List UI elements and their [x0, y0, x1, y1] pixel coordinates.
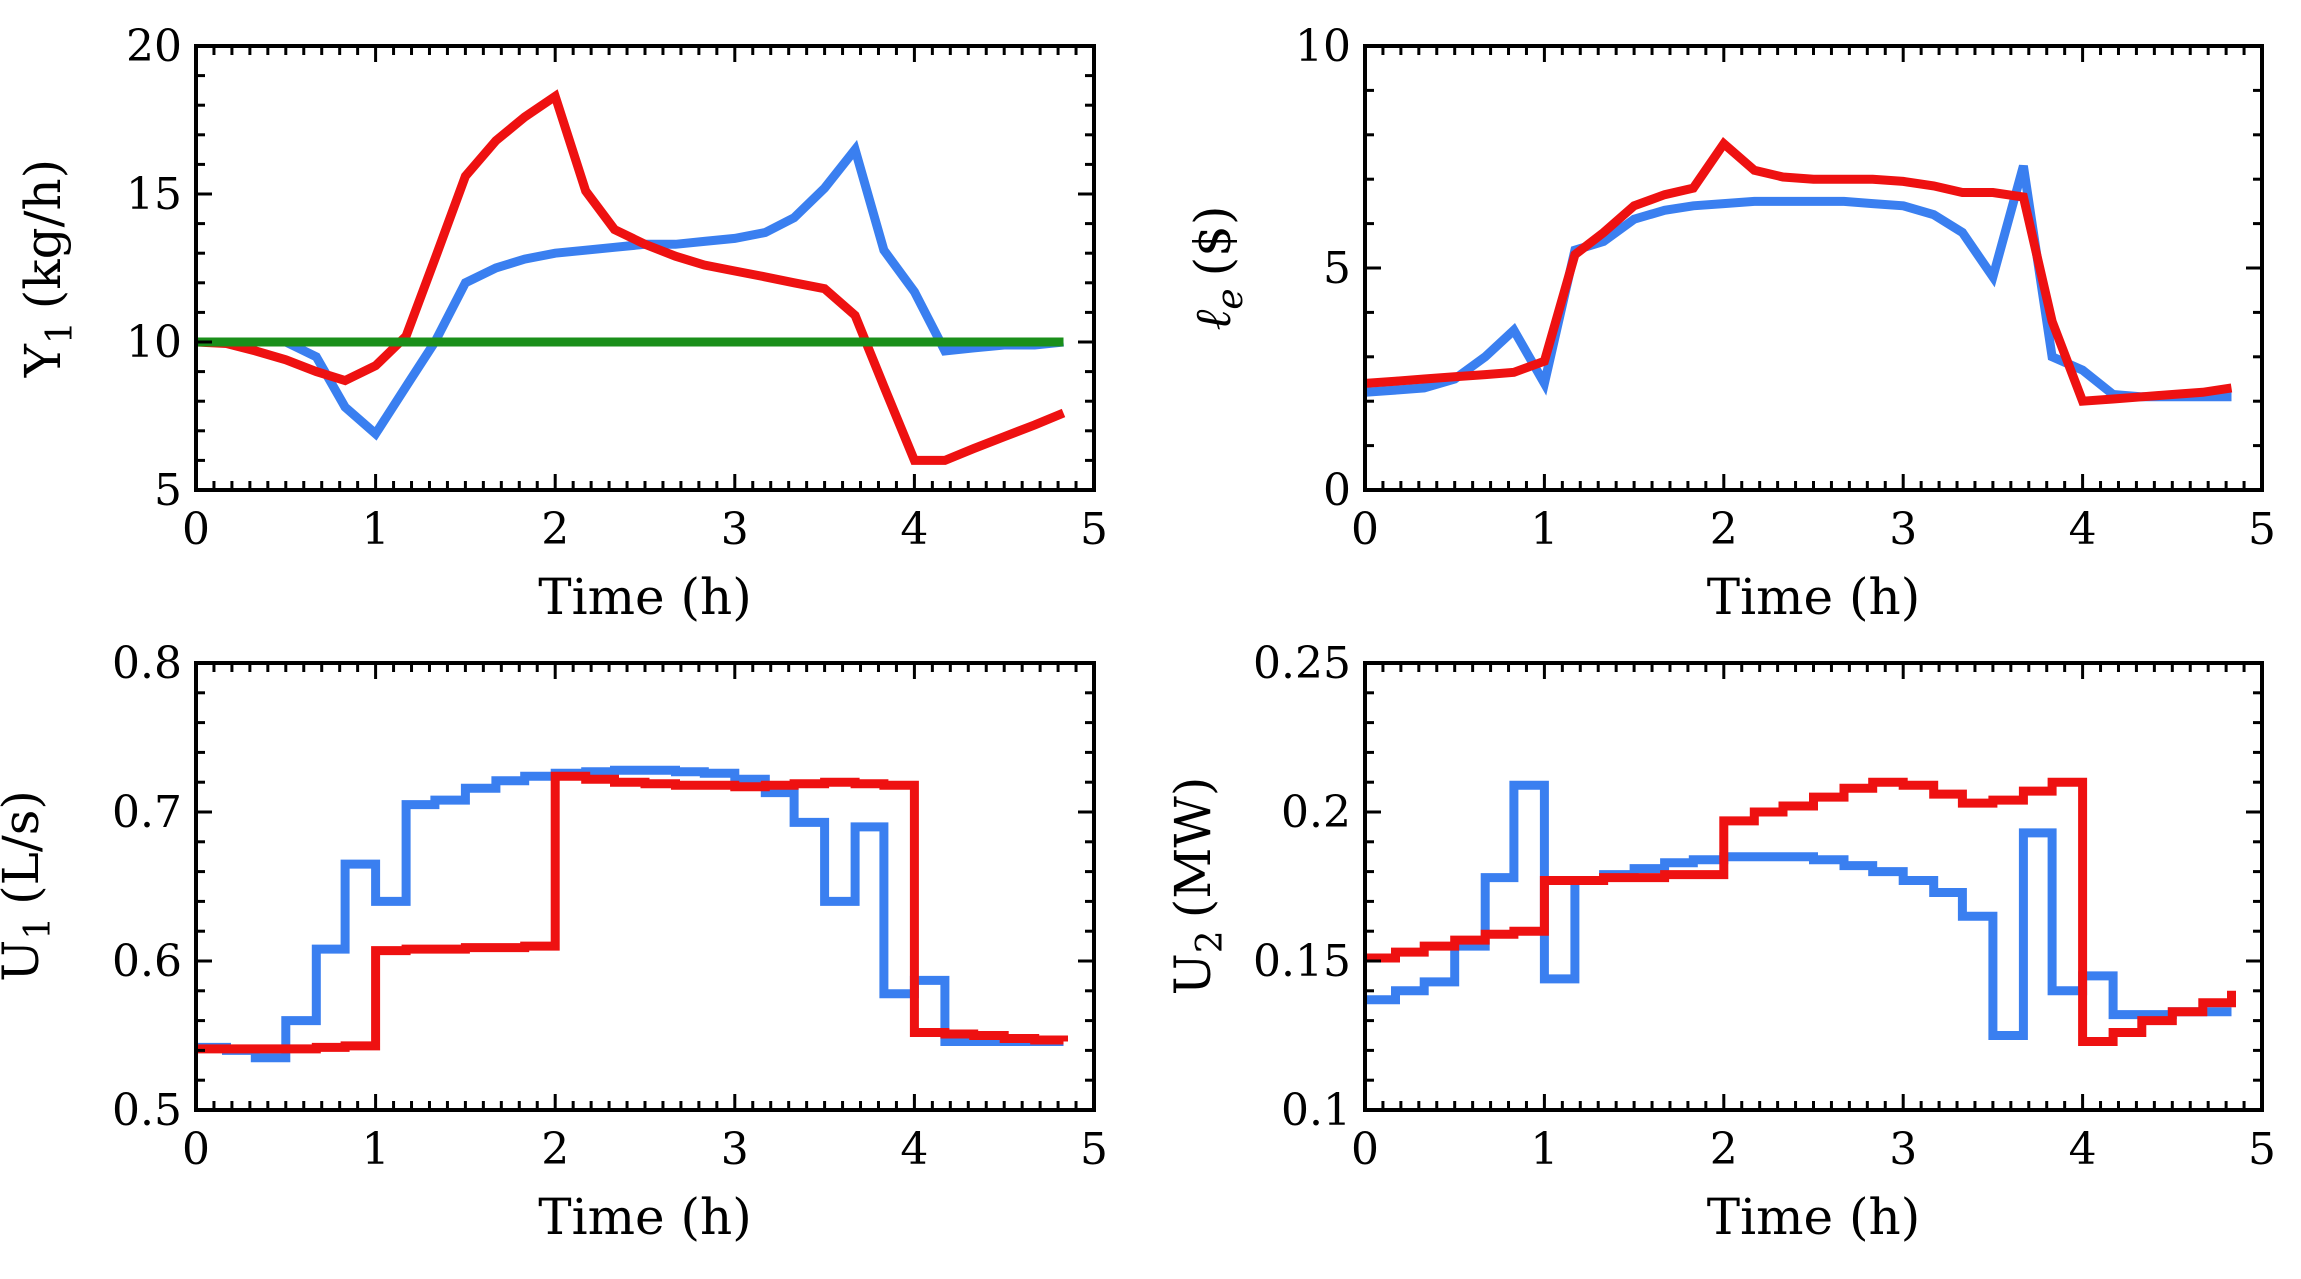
- x-axis-label: Time (h): [538, 1188, 751, 1246]
- y-axis-label-subscript: 1: [18, 917, 59, 940]
- x-tick-label: 3: [1889, 504, 1917, 555]
- x-tick-label: 5: [1080, 1124, 1108, 1175]
- x-tick-label: 1: [362, 504, 390, 555]
- x-tick-label: 5: [1080, 504, 1108, 555]
- y-axis-label: Y1 (kg/h): [14, 159, 81, 378]
- y-tick-label: 0: [1323, 465, 1351, 516]
- y-tick-label: 15: [126, 169, 182, 220]
- y-tick-label: 0.5: [112, 1085, 182, 1136]
- x-tick-label: 3: [721, 1124, 749, 1175]
- x-tick-label: 2: [541, 1124, 569, 1175]
- y-axis-label-symbol: U: [0, 940, 50, 982]
- x-tick-label: 0: [1351, 1124, 1379, 1175]
- x-tick-label: 5: [2248, 1124, 2276, 1175]
- x-tick-label: 3: [721, 504, 749, 555]
- x-tick-label: 4: [900, 1124, 928, 1175]
- series-blue-line: [1365, 164, 2232, 402]
- y-axis-label-symbol: ℓ: [1184, 309, 1242, 330]
- series-blue-line: [1365, 780, 2232, 1040]
- y-axis-label: U1 (L/s): [0, 790, 59, 982]
- x-tick-label: 2: [1710, 504, 1738, 555]
- y-tick-label: 10: [1295, 21, 1351, 72]
- y-axis-label-unit: ($): [1184, 206, 1242, 277]
- x-tick-label: 2: [1710, 1124, 1738, 1175]
- y-axis-label-unit: (L/s): [0, 790, 50, 905]
- series-blue-line: [196, 139, 1064, 441]
- y-tick-label: 5: [1323, 243, 1351, 294]
- x-tick-label: 1: [1530, 504, 1558, 555]
- chart-le: 0 1 2 3 4 5 0 5 10 Time (h) ℓe ($): [1184, 21, 2276, 626]
- x-tick-label: 0: [182, 1124, 210, 1175]
- x-tick-label: 1: [1530, 1124, 1558, 1175]
- y-tick-label: 20: [126, 21, 182, 72]
- series-red-line: [196, 771, 1068, 1054]
- x-tick-label: 0: [1351, 504, 1379, 555]
- x-tick-label: 1: [362, 1124, 390, 1175]
- series-red-line: [1365, 777, 2236, 1046]
- x-tick-label: 0: [182, 504, 210, 555]
- x-tick-label: 2: [541, 504, 569, 555]
- x-axis-label: Time (h): [538, 568, 751, 626]
- y-axis-label: ℓe ($): [1184, 206, 1251, 331]
- x-axis-label: Time (h): [1707, 1188, 1920, 1246]
- x-tick-label: 4: [900, 504, 928, 555]
- y-axis-label-subscript: 1: [40, 321, 81, 344]
- y-axis-label-unit: (kg/h): [14, 159, 72, 309]
- x-axis-label: Time (h): [1707, 568, 1920, 626]
- y-axis-label-subscript: e: [1210, 288, 1251, 309]
- y-tick-label: 0.15: [1253, 936, 1351, 987]
- x-tick-label: 4: [2069, 1124, 2097, 1175]
- y-axis-label-unit: (MW): [1164, 777, 1222, 919]
- y-tick-label: 0.25: [1253, 638, 1351, 689]
- y-axis-label-symbol: U: [1164, 953, 1222, 995]
- y-tick-label: 0.8: [112, 638, 182, 689]
- series-blue-line: [196, 765, 1064, 1063]
- y-axis-label-subscript: 2: [1190, 930, 1231, 953]
- x-tick-label: 5: [2248, 504, 2276, 555]
- x-tick-label: 4: [2069, 504, 2097, 555]
- series-red-line: [196, 89, 1066, 465]
- y-tick-label: 10: [126, 317, 182, 368]
- x-tick-label: 3: [1889, 1124, 1917, 1175]
- y-axis-label: U2 (MW): [1164, 777, 1231, 996]
- y-tick-label: 0.2: [1281, 787, 1351, 838]
- y-tick-label: 0.1: [1281, 1085, 1351, 1136]
- series-red-line: [1365, 136, 2233, 406]
- y-axis-label-symbol: Y: [14, 343, 72, 378]
- y-tick-label: 0.7: [112, 787, 182, 838]
- y-tick-label: 5: [154, 465, 182, 516]
- y-tick-label: 0.6: [112, 936, 182, 987]
